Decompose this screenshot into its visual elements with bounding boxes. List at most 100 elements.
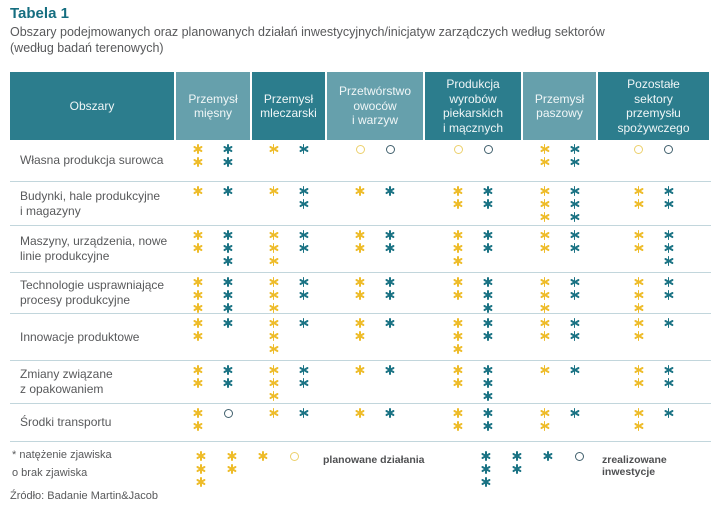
planned-stack xyxy=(268,408,279,418)
realized-asterisk-icon xyxy=(663,186,674,196)
planned-stack xyxy=(355,144,365,154)
column-header-paszowy: Przemysł paszowy xyxy=(523,72,596,140)
planned-asterisk-icon xyxy=(193,408,203,418)
realized-asterisk-icon xyxy=(483,365,493,375)
planned-asterisk-icon xyxy=(539,186,550,196)
planned-asterisk-icon xyxy=(633,318,644,328)
realized-stack xyxy=(569,144,580,167)
planned-asterisk-icon xyxy=(453,408,463,418)
planned-stack xyxy=(355,365,365,375)
column-header-przetworstwo: Przetwórstwo owoców i warzyw xyxy=(327,72,423,140)
planned-asterisk-icon xyxy=(268,408,279,418)
realized-asterisk-icon xyxy=(569,199,580,209)
planned-circle-icon xyxy=(289,452,299,461)
planned-stack xyxy=(193,144,203,167)
planned-stack xyxy=(453,144,463,154)
realized-asterisk-icon xyxy=(223,243,233,253)
legend-realized-label: zrealizowane inwestycje xyxy=(602,454,667,478)
planned-stack xyxy=(633,408,644,431)
planned-stack xyxy=(268,186,279,196)
planned-asterisk-icon xyxy=(539,277,550,287)
matrix-cell xyxy=(176,140,250,181)
matrix-cell xyxy=(523,361,596,403)
planned-asterisk-icon xyxy=(539,408,550,418)
planned-asterisk-icon xyxy=(193,243,203,253)
legend-realized-scale xyxy=(481,451,584,487)
planned-asterisk-icon xyxy=(539,318,550,328)
planned-asterisk-icon xyxy=(453,186,463,196)
realized-asterisk-icon xyxy=(223,303,233,313)
column-header-mleczarski: Przemysł mleczarski xyxy=(252,72,325,140)
realized-stack xyxy=(223,365,233,388)
planned-asterisk-icon xyxy=(268,144,279,154)
planned-stack xyxy=(453,365,463,388)
realized-asterisk-icon xyxy=(481,451,491,461)
legend-planned-scale xyxy=(196,451,299,487)
planned-asterisk-icon xyxy=(539,157,550,167)
realized-asterisk-icon xyxy=(298,365,309,375)
planned-stack xyxy=(193,318,203,341)
realized-stack xyxy=(663,318,674,328)
realized-stack xyxy=(298,408,309,418)
realized-stack xyxy=(298,144,309,154)
matrix-cell xyxy=(252,361,325,403)
matrix-cell xyxy=(327,361,423,403)
realized-stack xyxy=(569,230,580,253)
realized-stack xyxy=(481,451,491,487)
realized-asterisk-icon xyxy=(223,277,233,287)
planned-asterisk-icon xyxy=(453,421,463,431)
planned-asterisk-icon xyxy=(227,464,237,474)
realized-asterisk-icon xyxy=(663,365,674,375)
row-label: Zmiany związane z opakowaniem xyxy=(20,367,113,396)
realized-asterisk-icon xyxy=(385,365,395,375)
realized-stack xyxy=(223,144,233,167)
realized-stack xyxy=(298,186,309,209)
planned-asterisk-icon xyxy=(193,290,203,300)
realized-asterisk-icon xyxy=(223,144,233,154)
planned-stack xyxy=(268,365,279,401)
realized-asterisk-icon xyxy=(663,199,674,209)
planned-stack xyxy=(193,277,203,313)
realized-stack xyxy=(569,318,580,341)
column-header-miesny: Przemysł mięsny xyxy=(176,72,250,140)
realized-asterisk-icon xyxy=(512,464,522,474)
planned-asterisk-icon xyxy=(539,230,550,240)
realized-asterisk-icon xyxy=(385,243,395,253)
planned-stack xyxy=(539,408,550,431)
realized-asterisk-icon xyxy=(663,408,674,418)
planned-stack xyxy=(193,230,203,253)
realized-stack xyxy=(385,230,395,253)
realized-asterisk-icon xyxy=(298,243,309,253)
realized-asterisk-icon xyxy=(483,290,493,300)
realized-asterisk-icon xyxy=(481,477,491,487)
planned-asterisk-icon xyxy=(539,243,550,253)
planned-asterisk-icon xyxy=(633,290,644,300)
planned-asterisk-icon xyxy=(268,318,279,328)
planned-asterisk-icon xyxy=(453,344,463,354)
planned-asterisk-icon xyxy=(268,277,279,287)
realized-asterisk-icon xyxy=(512,451,522,461)
planned-stack xyxy=(453,277,463,300)
planned-asterisk-icon xyxy=(355,318,365,328)
planned-asterisk-icon xyxy=(355,408,365,418)
planned-asterisk-icon xyxy=(539,290,550,300)
realized-stack xyxy=(223,230,233,266)
row-label: Technologie usprawniające procesy produk… xyxy=(20,278,165,307)
realized-asterisk-icon xyxy=(569,144,580,154)
planned-asterisk-icon xyxy=(453,243,463,253)
matrix-cell xyxy=(252,314,325,360)
matrix-cell xyxy=(425,140,521,181)
realized-stack xyxy=(385,277,395,300)
realized-asterisk-icon xyxy=(385,318,395,328)
realized-circle-icon xyxy=(664,145,673,154)
planned-stack xyxy=(453,408,463,431)
matrix-cell xyxy=(598,140,709,181)
matrix-cell xyxy=(598,226,709,272)
realized-asterisk-icon xyxy=(569,230,580,240)
column-header-obszary: Obszary xyxy=(10,72,174,140)
planned-asterisk-icon xyxy=(539,303,550,313)
table-row: Innowacje produktowe xyxy=(10,314,711,361)
realized-asterisk-icon xyxy=(223,318,233,328)
matrix-cell xyxy=(252,273,325,313)
realized-asterisk-icon xyxy=(569,408,580,418)
